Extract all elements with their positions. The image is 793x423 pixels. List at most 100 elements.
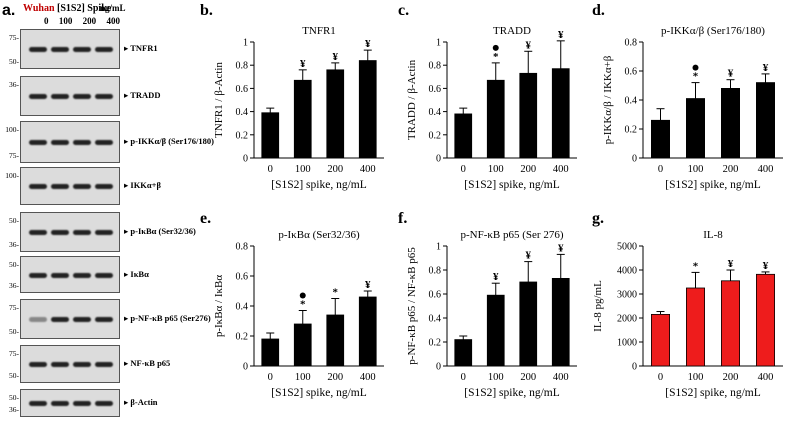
y-tick-label: 0 [243, 154, 248, 165]
x-axis-label: [S1S2] spike, ng/mL [271, 387, 367, 399]
mw-marker: 50- [9, 57, 19, 66]
x-tick-label: 400 [758, 372, 774, 383]
significance-marker: ¥ [365, 38, 371, 50]
y-tick-label: 2000 [617, 314, 637, 325]
x-tick-label: 200 [520, 372, 536, 383]
significance-dot [692, 64, 699, 71]
y-axis-label: IL-8 pg/mL [592, 280, 604, 332]
blot-band [51, 362, 69, 367]
significance-dot [492, 44, 499, 51]
y-axis-label: p-IKKα/β / IKKα+β [602, 55, 614, 144]
significance-marker: * [693, 71, 699, 83]
blot-band [73, 362, 91, 367]
mw-marker: 50- [9, 393, 19, 402]
blot-band [29, 362, 47, 367]
wuhan-label: Wuhan [23, 3, 55, 14]
lane-label: 400 [106, 16, 120, 26]
blot-band [73, 94, 91, 99]
x-tick-label: 0 [268, 164, 273, 175]
significance-marker: * [333, 287, 339, 299]
blot-band [95, 94, 113, 99]
lane-labels: 0 100 200 400 [44, 16, 120, 26]
blot-band [29, 317, 47, 322]
mw-marker: 50- [9, 371, 19, 380]
y-tick-label: 0.2 [236, 332, 249, 343]
x-tick-label: 0 [461, 372, 466, 383]
panel-letter: d. [592, 2, 605, 19]
y-tick-label: 0.8 [625, 38, 638, 49]
blot-band [73, 317, 91, 322]
blot-band [51, 230, 69, 235]
x-tick-label: 200 [327, 164, 343, 175]
y-tick-label: 0.2 [429, 130, 442, 141]
mw-marker: 36- [9, 281, 19, 290]
y-tick-label: 3000 [617, 290, 637, 301]
bar [721, 280, 741, 367]
lane-label: 100 [58, 16, 73, 26]
blot-band [29, 184, 47, 189]
lane-label: 200 [82, 16, 97, 26]
x-tick-label: 400 [553, 372, 569, 383]
x-tick-label: 0 [658, 164, 663, 175]
blot-band [51, 401, 69, 406]
y-tick-label: 1000 [617, 338, 637, 349]
blot-band [73, 230, 91, 235]
x-axis-label: [S1S2] spike, ng/mL [665, 387, 761, 399]
significance-marker: ¥ [300, 58, 306, 70]
significance-marker: * [300, 299, 306, 311]
bar [486, 79, 505, 159]
y-tick-label: 4000 [617, 266, 637, 277]
y-tick-label: 0.8 [236, 242, 249, 253]
bar [686, 98, 706, 159]
y-tick-label: 0.6 [429, 290, 442, 301]
x-tick-label: 100 [488, 372, 504, 383]
blot-band [51, 317, 69, 322]
blot-band [73, 401, 91, 406]
protein-label: ▸ NF-κB p65 [124, 358, 171, 368]
y-tick-label: 0.6 [429, 84, 442, 95]
y-tick-label: 0.4 [625, 96, 638, 107]
y-tick-label: 0.2 [429, 338, 442, 349]
bar [358, 296, 377, 367]
protein-label: ▸ β-Actin [124, 397, 158, 407]
x-tick-label: 400 [360, 164, 376, 175]
blot-strip [20, 76, 120, 116]
panel-letter: e. [200, 210, 211, 227]
significance-marker: * [693, 260, 699, 272]
blot-strip [20, 256, 120, 293]
bar [651, 119, 671, 159]
bar [261, 338, 280, 367]
bar [454, 113, 473, 159]
lane-unit: ng/mL [100, 3, 126, 13]
protein-label: ▸ TRADD [124, 90, 161, 100]
y-tick-label: 1 [436, 38, 441, 49]
blot-band [95, 230, 113, 235]
chart-title: IL-8 [703, 229, 723, 241]
western-blot-header: Wuhan [S1S2] Spike [23, 3, 111, 14]
y-tick-label: 0.4 [236, 107, 249, 118]
y-tick-label: 5000 [617, 242, 637, 253]
bar [519, 281, 538, 367]
chart-title: p-IκBα (Ser32/36) [278, 229, 360, 241]
protein-label: ▸ p-IKKα/β (Ser176/180) [124, 136, 214, 146]
bar [756, 82, 776, 159]
blot-band [29, 230, 47, 235]
y-tick-label: 0 [632, 362, 637, 373]
bar [551, 68, 570, 159]
blot-strip [20, 29, 120, 69]
mw-marker: 36- [9, 405, 19, 414]
blot-band [51, 140, 69, 145]
y-tick-label: 0.8 [429, 266, 442, 277]
blot-strip [20, 212, 120, 252]
x-axis-label: [S1S2] spike, ng/mL [271, 179, 367, 191]
x-tick-label: 100 [295, 372, 311, 383]
x-tick-label: 400 [360, 372, 376, 383]
y-axis-label: p-IκBα / IκBα [213, 275, 225, 338]
x-tick-label: 0 [268, 372, 273, 383]
blot-strip [20, 299, 120, 339]
significance-marker: ¥ [333, 51, 339, 63]
blot-band [95, 47, 113, 52]
y-tick-label: 1 [436, 242, 441, 253]
blot-band [73, 47, 91, 52]
